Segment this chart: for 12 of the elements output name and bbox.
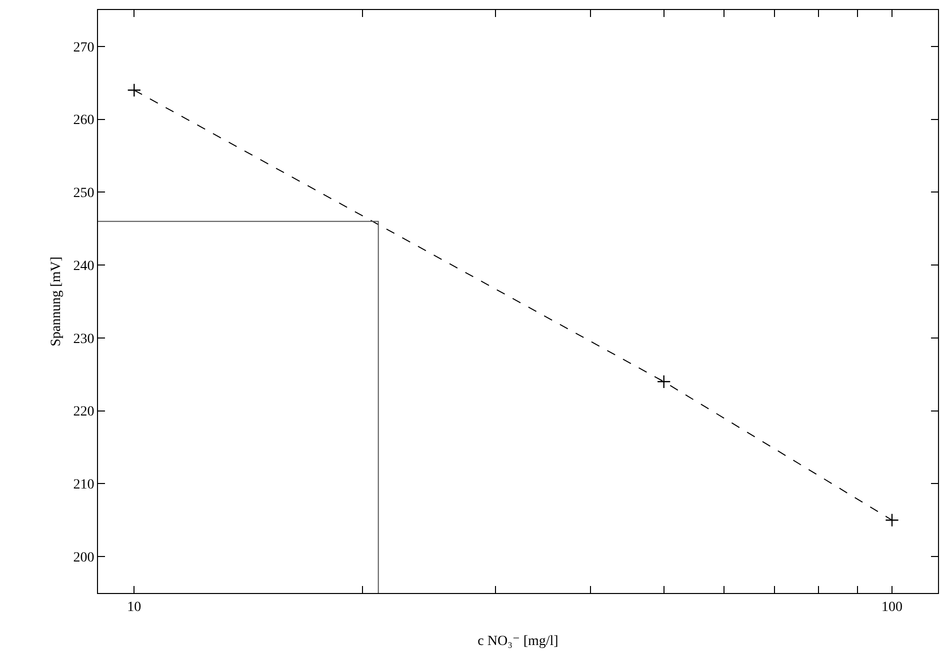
y-tick-label: 210 — [73, 478, 94, 493]
x-tick-label: 100 — [882, 600, 902, 615]
x-axis-title: c NO₃⁻ [mg/l] — [478, 634, 558, 649]
y-tick-label: 250 — [73, 186, 94, 202]
y-tick-label: 230 — [73, 332, 94, 347]
y-tick-label: 240 — [73, 258, 94, 274]
y-axis-title: Spannung [mV] — [49, 256, 64, 346]
y-tick-label: 200 — [73, 550, 94, 566]
y-tick-label: 220 — [73, 404, 94, 420]
x-tick-label: 10 — [127, 600, 142, 615]
y-tick-label: 270 — [73, 40, 94, 56]
y-tick-label: 260 — [73, 113, 94, 128]
